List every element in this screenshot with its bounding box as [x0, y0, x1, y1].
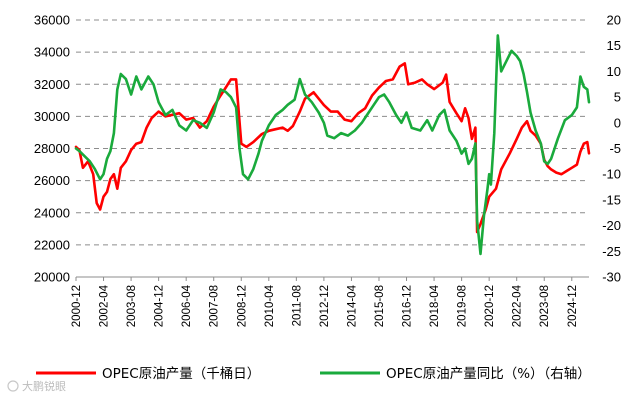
x-tick-label: 2022-04 — [512, 284, 524, 327]
right-tick-label: 0 — [614, 115, 621, 130]
left-tick-label: 28000 — [34, 141, 70, 156]
series-line-yoy — [74, 34, 591, 256]
left-y-axis: 20000 22000 24000 26000 28000 30000 32000 34000… — [34, 13, 70, 285]
x-tick-label: 2006-04 — [181, 284, 193, 327]
right-tick-label: -25 — [602, 244, 621, 259]
legend: OPEC原油产量（千桶日） OPEC原油产量同比（%）（右轴） — [36, 366, 591, 382]
left-tick-label: 20000 — [34, 270, 70, 285]
right-tick-label: 5 — [614, 90, 621, 105]
x-tick-label: 2008-12 — [236, 285, 248, 327]
x-tick-label: 2012-12 — [319, 285, 331, 327]
x-tick-label: 2004-12 — [154, 285, 166, 327]
x-tick-label: 2019-08 — [457, 285, 469, 327]
left-tick-label: 32000 — [34, 77, 70, 92]
left-tick-label: 36000 — [34, 13, 70, 28]
x-tick-label: 2007-08 — [209, 285, 221, 327]
legend-label-yoy: OPEC原油产量同比（%）（右轴） — [386, 366, 591, 382]
left-tick-label: 24000 — [34, 205, 70, 220]
x-tick-label: 2010-04 — [264, 284, 276, 327]
right-tick-label: -10 — [602, 167, 621, 182]
x-tick-label: 2016-12 — [402, 285, 414, 327]
legend-label-production: OPEC原油产量（千桶日） — [102, 366, 260, 382]
right-tick-label: -20 — [602, 218, 621, 233]
watermark-logo-icon — [7, 380, 19, 392]
series-line-production — [74, 62, 591, 234]
x-tick-label: 2015-08 — [374, 285, 386, 327]
left-tick-label: 22000 — [34, 237, 70, 252]
right-tick-label: -5 — [609, 141, 621, 156]
x-tick-label: 2014-04 — [346, 284, 358, 327]
right-tick-label: -15 — [602, 192, 621, 207]
x-tick-label: 2020-12 — [484, 285, 496, 327]
watermark-text: 大鹏锐眼 — [22, 379, 66, 393]
x-tick-label: 2011-08 — [291, 285, 303, 326]
right-y-axis: -30 -25 -20 -15 -10 -5 0 5 10 15 20 — [602, 13, 621, 285]
x-tick-label: 2000-12 — [71, 285, 83, 327]
left-tick-label: 30000 — [34, 109, 70, 124]
right-tick-label: 15 — [607, 38, 621, 53]
left-tick-label: 26000 — [34, 173, 70, 188]
x-axis: 2000-12 2002-04 2003-08 2004-12 2006-04 2007-… — [71, 276, 589, 327]
right-tick-label: 20 — [607, 13, 621, 28]
x-tick-label: 2018-04 — [429, 284, 441, 327]
right-tick-label: -30 — [602, 270, 621, 285]
x-tick-label: 2002-04 — [99, 284, 111, 327]
right-tick-label: 10 — [607, 64, 621, 79]
x-tick-label: 2024-12 — [567, 285, 579, 327]
series-lines — [74, 34, 591, 256]
gridlines — [76, 19, 589, 246]
x-tick-label: 2023-08 — [539, 285, 551, 327]
x-tick-label: 2003-08 — [126, 285, 138, 327]
left-tick-label: 34000 — [34, 45, 70, 60]
watermark: 大鹏锐眼 — [7, 379, 66, 393]
